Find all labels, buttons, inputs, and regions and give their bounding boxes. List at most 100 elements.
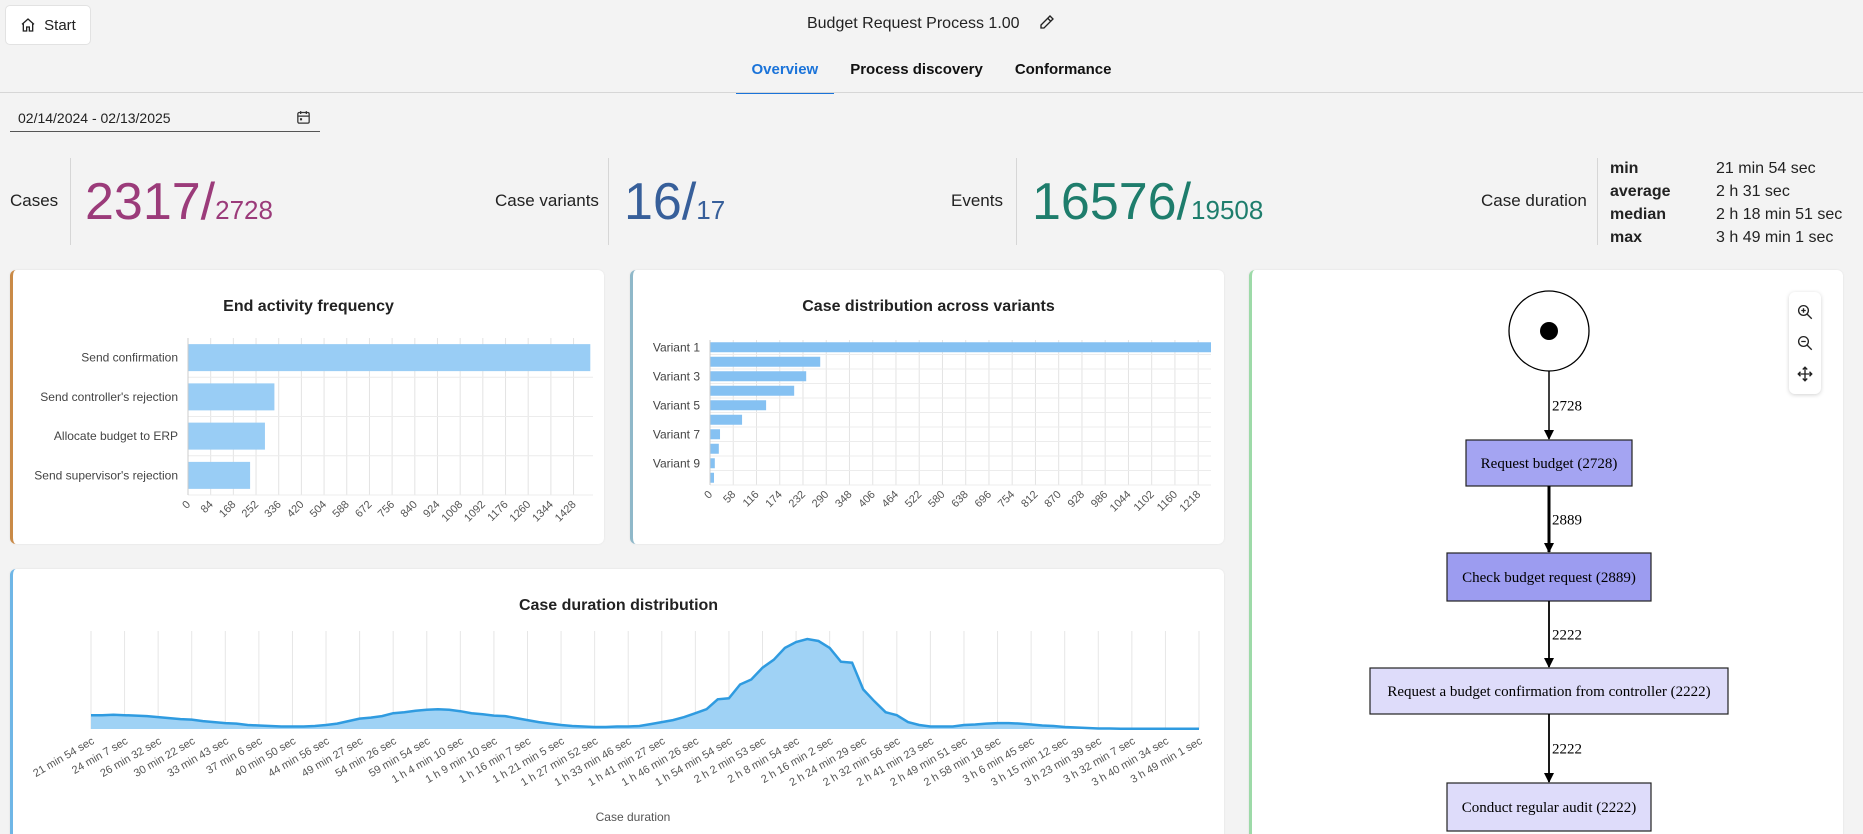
chart-title: Case duration distribution: [518, 597, 719, 614]
activity-node-label: Conduct regular audit (2222): [1462, 800, 1637, 816]
y-tick-label: Send supervisor's rejection: [34, 468, 178, 482]
cases-label: Cases: [10, 191, 59, 210]
bar[interactable]: [710, 400, 767, 411]
zoom-controls: [1789, 292, 1821, 394]
activity-node-label: Request budget (2728): [1481, 456, 1618, 472]
tab-process-discovery[interactable]: Process discovery: [850, 61, 983, 78]
case-duration-table: min 21 min 54 sec average 2 h 31 sec media…: [1610, 157, 1842, 249]
x-tick-label: 0: [180, 499, 193, 512]
bar[interactable]: [188, 383, 275, 411]
edit-pencil-icon[interactable]: [1038, 13, 1056, 31]
events-value: 16576/19508: [1032, 173, 1264, 231]
y-tick-label: Allocate budget to ERP: [54, 429, 178, 443]
x-tick-label: 116: [741, 489, 762, 510]
activity-node[interactable]: [1446, 552, 1652, 602]
events-label: Events: [951, 191, 1003, 210]
x-tick-label: 1176: [485, 499, 510, 524]
x-axis-label: Case duration: [596, 810, 671, 824]
x-tick-label: 1260: [508, 499, 534, 525]
x-tick-label: 870: [1042, 489, 1063, 510]
calendar-icon[interactable]: [295, 109, 312, 126]
x-tick-label: 1008: [439, 499, 465, 525]
fit-view-icon[interactable]: [1796, 365, 1814, 383]
divider: [70, 158, 71, 245]
zoom-in-icon[interactable]: [1796, 303, 1814, 321]
x-tick-label: 754: [996, 489, 1017, 510]
duration-row-min: min 21 min 54 sec: [1610, 159, 1816, 177]
bar[interactable]: [710, 429, 721, 440]
end-activity-frequency-chart: 0 84 168 252 336 420 504 588 672 756 840 9241008109…: [34, 338, 593, 525]
bar[interactable]: [710, 342, 1211, 353]
series-line: [91, 637, 1199, 730]
process-map-card: 2728 Request budget (2728) 2889 Check budge…: [1249, 270, 1843, 834]
start-button[interactable]: Start: [5, 5, 91, 45]
duration-row-median: median 2 h 18 min 51 sec: [1610, 205, 1843, 223]
process-map-graph[interactable]: 2728 Request budget (2728) 2889 Check budge…: [1252, 270, 1846, 834]
end-activity-frequency-card: End activity frequency 0 84 168 252 336 420 50…: [10, 270, 604, 544]
edge-count-label: 2222: [1552, 742, 1582, 758]
x-tick-label: 174: [763, 489, 784, 510]
y-tick-label: Send controller's rejection: [40, 390, 178, 404]
x-tick-label: 696: [973, 489, 994, 510]
x-tick-label: 420: [285, 499, 306, 520]
x-tick-label: 1218: [1177, 489, 1203, 515]
home-icon: [21, 18, 35, 32]
bar[interactable]: [188, 344, 591, 372]
bar[interactable]: [710, 472, 715, 483]
x-tick-label: 336: [262, 499, 283, 520]
x-tick-label: 348: [833, 489, 854, 510]
y-tick-label: Send confirmation: [81, 351, 178, 365]
bar[interactable]: [710, 414, 743, 425]
activity-node-label: Request a budget confirmation from contr…: [1387, 684, 1710, 700]
bar[interactable]: [710, 458, 715, 469]
x-tick-label: 986: [1089, 489, 1110, 510]
x-tick-label: 840: [398, 499, 419, 520]
tab-overview[interactable]: Overview: [735, 55, 835, 94]
y-tick-label: Variant 7: [653, 427, 700, 441]
x-tick-label: 84: [199, 499, 216, 516]
bar[interactable]: [710, 356, 821, 367]
x-tick-label: 1160: [1155, 489, 1180, 514]
x-tick-label: 0: [702, 489, 715, 502]
y-tick-label: Variant 9: [653, 456, 700, 470]
y-tick-label: Variant 3: [653, 369, 700, 383]
x-tick-label: 168: [217, 499, 238, 520]
date-range-input[interactable]: 02/14/2024 - 02/13/2025: [10, 104, 320, 132]
x-tick-label: 252: [240, 499, 261, 520]
bar[interactable]: [710, 443, 719, 454]
x-tick-label: 464: [880, 489, 901, 510]
x-tick-label: 588: [330, 499, 351, 520]
tab-conformance[interactable]: Conformance: [1014, 61, 1112, 78]
bar[interactable]: [188, 461, 251, 489]
x-tick-label: 290: [810, 489, 831, 510]
tabs-divider: [0, 92, 1863, 93]
activity-node-label: Check budget request (2889): [1462, 570, 1636, 586]
activity-node[interactable]: [1446, 782, 1652, 832]
duration-row-average: average 2 h 31 sec: [1610, 182, 1790, 200]
zoom-out-icon[interactable]: [1796, 334, 1814, 352]
bar[interactable]: [710, 385, 795, 396]
start-event-dot: [1540, 322, 1558, 340]
case-duration-label: Case duration: [1481, 191, 1587, 210]
divider: [1016, 158, 1017, 245]
x-tick-label: 756: [376, 499, 397, 520]
start-button-label: Start: [44, 16, 76, 34]
x-tick-label: 406: [856, 489, 877, 510]
case-variants-value: 16/17: [624, 173, 726, 231]
x-tick-label: 58: [721, 489, 738, 506]
x-tick-label: 638: [949, 489, 970, 510]
page-title: Budget Request Process 1.00: [806, 15, 1020, 32]
x-tick-label: 1092: [462, 499, 488, 525]
activity-node[interactable]: [1369, 667, 1729, 715]
bar[interactable]: [710, 371, 807, 382]
case-distribution-card: Case distribution across variants 0 58 116…: [630, 270, 1224, 544]
x-tick-label: 672: [353, 499, 374, 520]
case-distribution-chart: 0 58 116 174 232 290 348 406 464 522 580 638 696 754 8…: [653, 340, 1211, 515]
x-tick-label: 1044: [1108, 489, 1134, 515]
bar[interactable]: [188, 422, 265, 450]
edge-count-label: 2889: [1552, 513, 1582, 529]
tab-bar: Overview Process discovery Conformance: [0, 55, 1863, 94]
date-range-value: 02/14/2024 - 02/13/2025: [18, 109, 171, 126]
x-tick-label: 522: [903, 489, 924, 510]
